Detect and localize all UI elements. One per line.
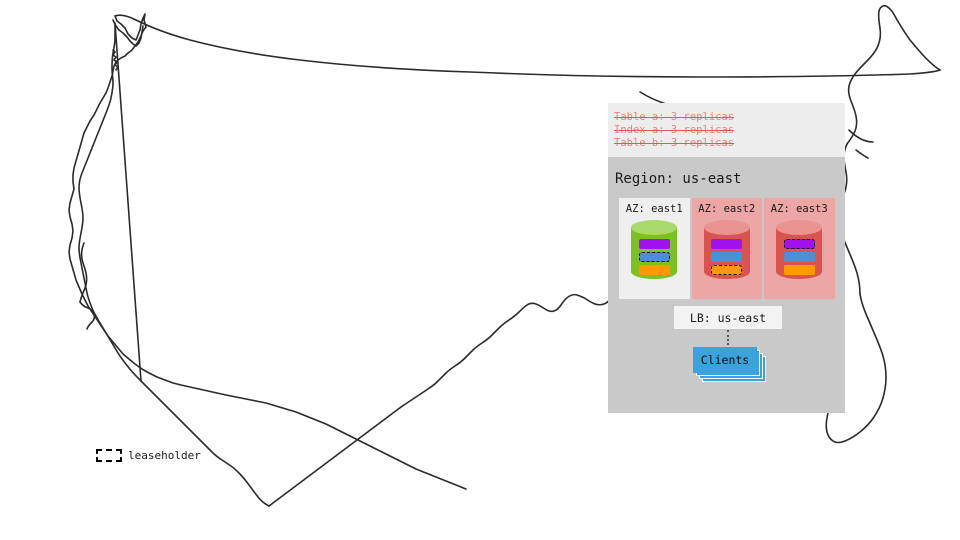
schema-line-index-a: Index a: 3 replicas [614,124,735,136]
load-balancer-connector [727,330,731,349]
replica-stack-east2 [704,233,750,281]
cylinder-top [703,220,750,235]
az-label-east2: AZ: east2 [698,203,756,215]
cylinder-top [776,220,823,235]
region-panel-us-east: Table a: 3 replicas Index a: 3 replicas … [608,103,845,413]
database-cylinder-icon-east1 [631,220,678,286]
load-balancer-box[interactable]: LB: us-east [674,306,782,329]
cylinder-top [631,220,678,235]
region-body: Region: us-east AZ: east1 AZ: east2 [608,157,845,413]
az-box-east3[interactable]: AZ: east3 [764,198,835,299]
database-cylinder-icon-east3 [776,220,823,286]
az-box-east2[interactable]: AZ: east2 [691,198,762,299]
clients-label: Clients [700,353,750,367]
database-cylinder-icon-east2 [703,220,750,286]
schema-line-table-b: Table b: 3 replicas [614,137,735,149]
replica-table-a-east1 [638,239,670,249]
legend-label: leaseholder [128,449,201,462]
clients-group[interactable]: Clients [693,347,771,383]
load-balancer-label: LB: us-east [689,310,767,325]
replica-table-b-east2-leaseholder [711,265,743,275]
replica-index-a-east2 [711,252,743,262]
az-label-east3: AZ: east3 [770,203,828,215]
replica-table-a-east3-leaseholder [783,239,815,249]
replica-index-a-east1-leaseholder [638,252,670,262]
schema-line-table-a: Table a: 3 replicas [614,111,735,123]
region-title: Region: us-east [615,171,742,187]
dashed-rectangle-icon [96,449,122,462]
replica-stack-east1 [631,233,677,281]
legend: leaseholder [96,449,201,462]
az-box-east1[interactable]: AZ: east1 [619,198,690,299]
replica-table-b-east3 [783,265,815,275]
replica-table-a-east2 [711,239,743,249]
schema-summary: Table a: 3 replicas Index a: 3 replicas … [608,103,845,157]
replica-stack-east3 [776,233,822,281]
availability-zone-row: AZ: east1 AZ: east2 [619,198,835,299]
replica-index-a-east3 [783,252,815,262]
clients-box[interactable]: Clients [693,347,757,373]
replica-table-b-east1 [638,265,670,275]
az-label-east1: AZ: east1 [625,203,683,215]
